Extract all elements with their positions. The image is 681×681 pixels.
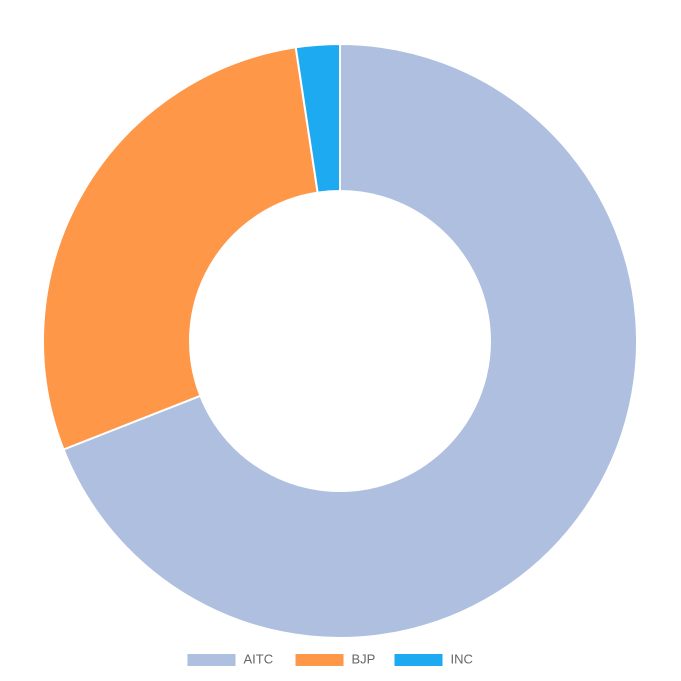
slice xyxy=(294,42,341,194)
legend-label: INC xyxy=(451,651,473,666)
legend-swatch xyxy=(187,654,236,666)
legend-label: AITC xyxy=(244,651,274,666)
legend-swatch xyxy=(295,654,344,666)
legend-label: BJP xyxy=(352,651,376,666)
slice xyxy=(62,42,638,639)
slice xyxy=(42,46,319,451)
legend-swatch xyxy=(394,654,443,666)
